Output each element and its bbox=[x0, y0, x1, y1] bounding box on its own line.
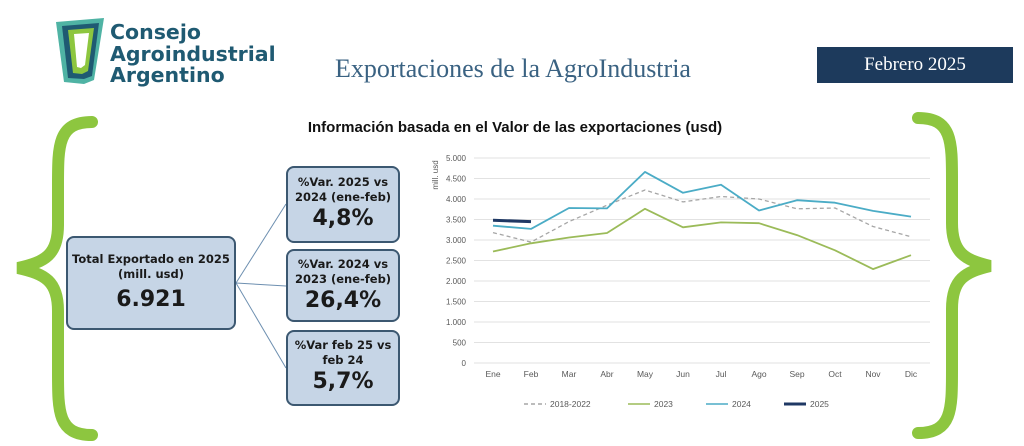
variation-2025-vs-2024-value: 4,8% bbox=[312, 206, 374, 231]
x-tick-label: Jun bbox=[676, 369, 690, 379]
y-tick-label: 3.000 bbox=[446, 236, 467, 245]
variation-2025-vs-2024-label: %Var. 2025 vs 2024 (ene-feb) bbox=[294, 175, 392, 204]
logo-text: Consejo Agroindustrial Argentino bbox=[110, 20, 276, 87]
legend-label: 2018-2022 bbox=[550, 399, 591, 409]
total-exported-value: 6.921 bbox=[116, 287, 186, 312]
total-exported-box: Total Exportado en 2025 (mill. usd) 6.92… bbox=[66, 236, 236, 330]
legend-label: 2024 bbox=[732, 399, 751, 409]
x-tick-label: Mar bbox=[562, 369, 577, 379]
x-tick-label: May bbox=[637, 369, 654, 379]
variation-2025-vs-2024-box: %Var. 2025 vs 2024 (ene-feb) 4,8% bbox=[286, 166, 400, 243]
total-exported-label: Total Exportado en 2025 (mill. usd) bbox=[72, 252, 230, 281]
variation-feb-box: %Var feb 25 vs feb 24 5,7% bbox=[286, 330, 400, 406]
x-tick-label: Oct bbox=[828, 369, 842, 379]
x-tick-label: Sep bbox=[789, 369, 804, 379]
variation-feb-label: %Var feb 25 vs feb 24 bbox=[294, 338, 392, 367]
right-brace-icon bbox=[912, 112, 992, 439]
x-tick-label: Nov bbox=[865, 369, 881, 379]
legend-label: 2025 bbox=[810, 399, 829, 409]
variation-feb-value: 5,7% bbox=[312, 369, 374, 394]
y-tick-label: 1.000 bbox=[446, 318, 467, 327]
series-line-2024 bbox=[492, 170, 912, 230]
series-line-2025 bbox=[492, 218, 532, 224]
logo-line-2: Agroindustrial bbox=[110, 41, 276, 66]
x-tick-label: Abr bbox=[600, 369, 613, 379]
section-title: Información basada en el Valor de las ex… bbox=[307, 119, 723, 136]
y-tick-label: 2.000 bbox=[446, 277, 467, 286]
y-tick-label: 4.000 bbox=[446, 195, 467, 204]
y-tick-label: 0 bbox=[462, 359, 467, 368]
y-tick-label: 500 bbox=[453, 339, 467, 348]
y-axis-label: mill. usd bbox=[431, 160, 440, 189]
logo-line-3: Argentino bbox=[110, 63, 225, 87]
series-line-2018-2022 bbox=[492, 189, 912, 243]
cai-logo-icon bbox=[56, 18, 104, 84]
x-tick-label: Feb bbox=[524, 369, 539, 379]
logo: Consejo Agroindustrial Argentino bbox=[54, 16, 294, 92]
series-line-2023 bbox=[492, 207, 912, 271]
logo-line-1: Consejo bbox=[110, 20, 201, 44]
page-title: Exportaciones de la AgroIndustria bbox=[335, 54, 691, 83]
date-badge: Febrero 2025 bbox=[817, 47, 1013, 83]
variation-2024-vs-2023-value: 26,4% bbox=[304, 288, 382, 313]
y-tick-label: 2.500 bbox=[446, 257, 467, 266]
x-tick-label: Ago bbox=[751, 369, 766, 379]
legend-label: 2023 bbox=[654, 399, 673, 409]
variation-2024-vs-2023-box: %Var. 2024 vs 2023 (ene-feb) 26,4% bbox=[286, 249, 400, 322]
y-tick-label: 5.000 bbox=[446, 154, 467, 163]
y-tick-label: 3.500 bbox=[446, 216, 467, 225]
left-brace-icon bbox=[16, 116, 98, 441]
x-tick-label: Ene bbox=[485, 369, 500, 379]
y-tick-label: 1.500 bbox=[446, 298, 467, 307]
y-tick-label: 4.500 bbox=[446, 175, 467, 184]
variation-2024-vs-2023-label: %Var. 2024 vs 2023 (ene-feb) bbox=[294, 257, 392, 286]
x-tick-label: Dic bbox=[905, 369, 918, 379]
x-tick-label: Jul bbox=[716, 369, 727, 379]
